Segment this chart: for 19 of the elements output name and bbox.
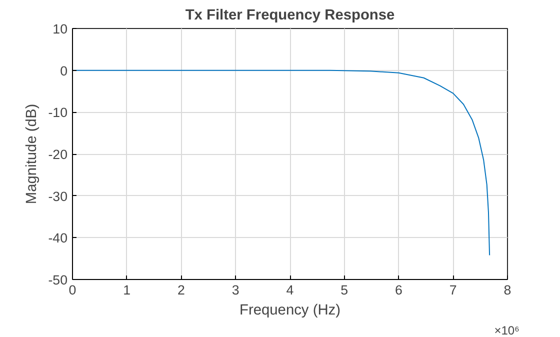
y-tick-label: 0 <box>60 63 68 78</box>
x-axis-title: Frequency (Hz) <box>240 302 341 318</box>
y-tick-label: -10 <box>48 105 68 120</box>
text: ×10⁶ <box>494 324 520 337</box>
y-tick-label: -30 <box>48 188 68 204</box>
x-tick-label: 2 <box>178 282 185 298</box>
x-tick-label: 1 <box>123 282 131 298</box>
y-tick-label: -40 <box>48 230 68 246</box>
y-tick-label: -50 <box>48 272 68 288</box>
x-tick-label: 5 <box>340 282 348 298</box>
y-axis-title: Magnitude (dB) <box>24 104 40 204</box>
x-tick-label: 3 <box>232 282 240 298</box>
x-tick-label: 8 <box>504 282 512 298</box>
chart-title: Tx Filter Frequency Response <box>185 8 395 24</box>
y-tick-label: -20 <box>48 147 68 162</box>
y-tick-label: 10 <box>52 22 68 36</box>
x-tick-label: 4 <box>286 282 294 298</box>
x-tick-label: 7 <box>449 282 457 298</box>
x-tick-label: 6 <box>395 282 402 298</box>
